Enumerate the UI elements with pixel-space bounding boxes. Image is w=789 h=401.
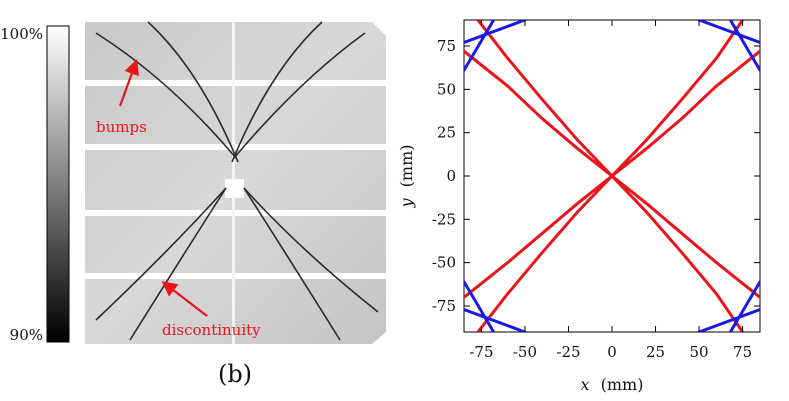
busbar-gap — [85, 80, 386, 86]
y-axis-var: y — [397, 197, 416, 208]
discontinuity-arrow — [161, 281, 208, 317]
x-axis-label: x (mm) — [581, 375, 644, 394]
solar-cell-image: bumps discontinuity (b) — [85, 21, 386, 388]
x-axis-unit: (mm) — [601, 375, 644, 394]
y-tick-label: 75 — [437, 37, 456, 55]
y-tick-label: -75 — [432, 297, 456, 315]
y-tick-label: 50 — [437, 80, 456, 98]
series-line-blue-11 — [697, 308, 760, 332]
bumps-annotation: bumps — [96, 118, 147, 136]
series-line-blue-6 — [728, 20, 760, 72]
y-tick-label: -25 — [432, 210, 456, 228]
series-line-red-3 — [476, 20, 745, 332]
discontinuity-annotation: discontinuity — [162, 321, 261, 339]
x-tick-label: -25 — [556, 343, 580, 361]
crack-line — [243, 187, 341, 341]
x-tick-label: 25 — [646, 343, 665, 361]
busbar-gap — [85, 144, 386, 150]
crack-line — [129, 187, 227, 341]
bumps-arrow — [118, 59, 140, 107]
crack-line — [231, 21, 323, 163]
y-tick-label: 0 — [446, 167, 456, 185]
tick-layer: -75 -50 -25 0 25 50 75 -75 -50 -25 0 25 50 75 — [432, 20, 760, 361]
series-line-blue-5 — [464, 20, 527, 44]
x-tick-label: -75 — [469, 343, 493, 361]
series-line-blue-4 — [464, 20, 496, 72]
crack-line — [243, 187, 379, 313]
crack-lines — [95, 21, 379, 341]
y-axis-unit: (mm) — [397, 145, 416, 188]
colorbar: 100% 90% — [0, 25, 70, 344]
busbar-gap — [85, 210, 386, 216]
x-axis-var: x — [581, 375, 590, 394]
x-tick-label: 75 — [733, 343, 752, 361]
colorbar-max-label: 100% — [0, 25, 43, 43]
y-tick-label: -50 — [432, 254, 456, 272]
crack-line — [95, 32, 237, 159]
colorbar-min-label: 90% — [10, 326, 43, 344]
series-line-blue-10 — [728, 280, 760, 332]
series-layer — [464, 20, 760, 332]
crack-line — [95, 187, 227, 321]
x-tick-label: 50 — [690, 343, 709, 361]
x-tick-label: -50 — [513, 343, 537, 361]
series-line-blue-7 — [697, 20, 760, 44]
y-axis-label: y (mm) — [397, 145, 416, 209]
series-line-blue-9 — [464, 308, 527, 332]
x-tick-label: 0 — [607, 343, 617, 361]
crack-line — [233, 32, 366, 159]
series-line-blue-8 — [464, 280, 496, 332]
center-pad — [225, 179, 244, 198]
colorbar-gradient — [46, 25, 70, 343]
y-tick-label: 25 — [437, 124, 456, 142]
busbar-gap — [85, 273, 386, 279]
panel-caption: (b) — [218, 360, 252, 388]
crack-line — [147, 21, 239, 163]
